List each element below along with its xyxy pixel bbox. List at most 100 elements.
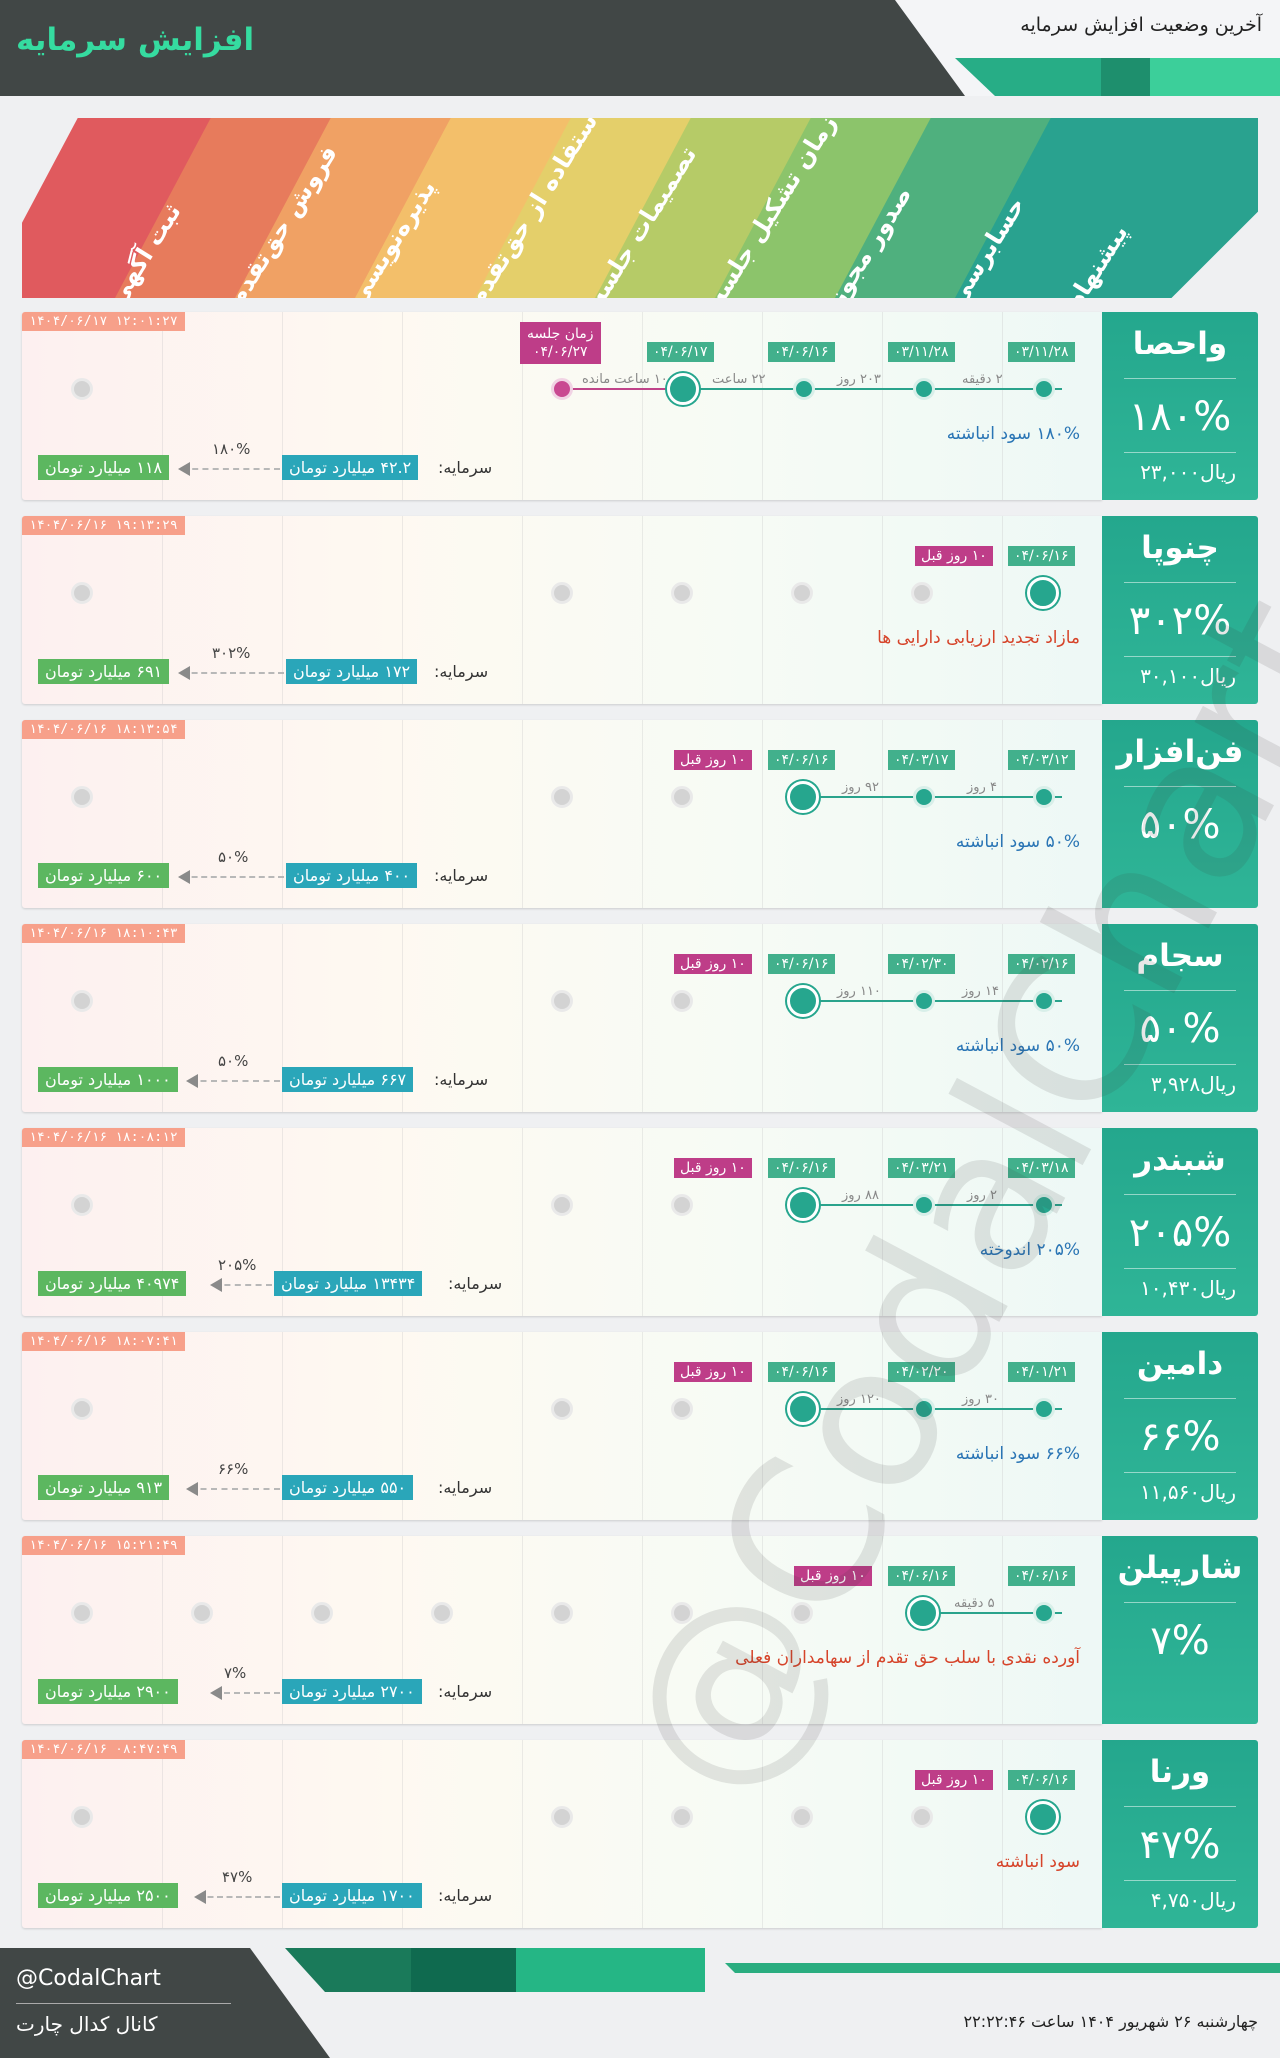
date-tag: ۰۴/۰۶/۱۶ xyxy=(768,342,835,362)
symbol-name: شارپیلن xyxy=(1117,1550,1243,1586)
table-row[interactable]: ۱۴۰۴/۰۶/۱۶ ۰۸:۴۷:۴۹ ۱۰ روز قبل ۰۴/۰۶/۱۶ … xyxy=(22,1740,1258,1928)
stage-dot xyxy=(71,990,93,1012)
symbol-name: ورنا xyxy=(1149,1754,1211,1790)
table-row[interactable]: ۱۴۰۴/۰۶/۱۶ ۱۸:۰۸:۱۲ ۱۰ روز قبل ۰۴/۰۶/۱۶ … xyxy=(22,1128,1258,1316)
gap-label: ۹۲ روز xyxy=(842,780,879,795)
row-summary[interactable]: شارپیلن ۷% xyxy=(1102,1536,1258,1724)
date-tag: ۰۴/۰۶/۱۶ xyxy=(888,1566,955,1586)
stage-dot xyxy=(791,1602,813,1624)
capital-arrow xyxy=(210,1278,272,1292)
stages-header: ثبت آگهی فروش حق‌تقدم پذیره‌نویسی استفاد… xyxy=(22,118,1258,298)
date-tag: ۰۴/۰۶/۱۶ xyxy=(768,750,835,770)
stage-dot xyxy=(911,582,933,604)
meeting-node[interactable] xyxy=(551,378,573,400)
capital-percent: ۷% xyxy=(224,1664,247,1682)
timeline-remaining-line xyxy=(562,388,692,390)
meeting-tag: زمان جلسه ۰۴/۰۶/۲۷ xyxy=(520,322,601,364)
timeline-node[interactable] xyxy=(913,1398,935,1420)
capital-label: سرمایه: xyxy=(434,1070,489,1089)
row-summary[interactable]: دامین ۶۶% ریال۱۱,۵۶۰ xyxy=(1102,1332,1258,1520)
footer-channel: کانال کدال چارت xyxy=(16,2012,158,2036)
stage-dot xyxy=(431,1602,453,1624)
stage-dot xyxy=(671,582,693,604)
timestamp-badge: ۱۴۰۴/۰۶/۱۶ ۰۸:۴۷:۴۹ xyxy=(22,1740,185,1759)
footer-thin-stripe xyxy=(725,1963,1280,1973)
table-row[interactable]: ۱۴۰۴/۰۶/۱۷ ۱۲:۰۱:۲۷ زمان جلسه ۰۴/۰۶/۲۷ ۰۴… xyxy=(22,312,1258,500)
gap-label: ۲۰۳ روز xyxy=(837,372,881,387)
row-note: آورده نقدی با سلب حق تقدم از سهامداران ف… xyxy=(735,1648,1080,1668)
row-summary[interactable]: ورنا ۴۷% ریال۴,۷۵۰ xyxy=(1102,1740,1258,1928)
row-note: ۱۸۰% سود انباشته xyxy=(946,424,1080,444)
increase-percent: ۱۸۰% xyxy=(1128,394,1232,440)
gap-label: ۱۱۰ روز xyxy=(837,984,881,999)
gap-label: ۸۸ روز xyxy=(842,1188,879,1203)
timestamp-badge: ۱۴۰۴/۰۶/۱۶ ۱۹:۱۳:۲۹ xyxy=(22,516,185,535)
ago-tag: ۱۰ روز قبل xyxy=(674,1362,752,1382)
footer-handle[interactable]: @CodalChart xyxy=(16,1966,161,1991)
date-tag: ۰۴/۰۳/۱۸ xyxy=(1008,1158,1075,1178)
timeline-node-current[interactable] xyxy=(787,985,819,1017)
timeline-node-current[interactable] xyxy=(787,1393,819,1425)
gap-label: ۲ روز xyxy=(967,1188,997,1203)
capital-arrow xyxy=(186,1074,280,1088)
ago-tag: ۱۰ روز قبل xyxy=(674,954,752,974)
stage-dot xyxy=(71,1806,93,1828)
capital-arrow xyxy=(178,462,280,476)
stage-dot xyxy=(671,1194,693,1216)
table-row[interactable]: ۱۴۰۴/۰۶/۱۶ ۱۸:۱۰:۴۳ ۱۰ روز قبل ۰۴/۰۶/۱۶ … xyxy=(22,924,1258,1112)
timeline-node[interactable] xyxy=(793,378,815,400)
timeline-node[interactable] xyxy=(1033,786,1055,808)
table-row[interactable]: ۱۴۰۴/۰۶/۱۶ ۱۸:۰۷:۴۱ ۱۰ روز قبل ۰۴/۰۶/۱۶ … xyxy=(22,1332,1258,1520)
timeline-node[interactable] xyxy=(1033,1194,1055,1216)
capital-percent: ۵۰% xyxy=(218,848,249,866)
timeline-node-current[interactable] xyxy=(1027,577,1059,609)
capital-old-badge: ۲۷۰۰ میلیارد تومان xyxy=(282,1679,422,1704)
row-summary[interactable]: شبندر ۲۰۵% ریال۱۰,۴۳۰ xyxy=(1102,1128,1258,1316)
row-summary[interactable]: چنوپا ۳۰۲% ریال۳۰,۱۰۰ xyxy=(1102,516,1258,704)
date-tag: ۰۴/۰۶/۱۶ xyxy=(768,1362,835,1382)
capital-arrow xyxy=(210,1686,280,1700)
row-note: ۵۰% سود انباشته xyxy=(955,832,1080,852)
date-tag: ۰۴/۰۶/۱۶ xyxy=(768,954,835,974)
table-row[interactable]: ۱۴۰۴/۰۶/۱۶ ۱۸:۱۳:۵۴ ۱۰ روز قبل ۰۴/۰۶/۱۶ … xyxy=(22,720,1258,908)
gap-label: ۵ دقیقه xyxy=(954,1596,995,1611)
stage-dot xyxy=(671,990,693,1012)
timeline-node[interactable] xyxy=(913,786,935,808)
capital-new-badge: ۱۱۸ میلیارد تومان xyxy=(38,455,170,480)
timeline-node[interactable] xyxy=(913,378,935,400)
stage-dot xyxy=(71,1194,93,1216)
timeline-node[interactable] xyxy=(1033,990,1055,1012)
timeline-line xyxy=(812,1408,1062,1410)
timestamp-badge: ۱۴۰۴/۰۶/۱۶ ۱۸:۰۸:۱۲ xyxy=(22,1128,185,1147)
timeline-node[interactable] xyxy=(913,990,935,1012)
table-row[interactable]: ۱۴۰۴/۰۶/۱۶ ۱۹:۱۳:۲۹ ۱۰ روز قبل ۰۴/۰۶/۱۶ … xyxy=(22,516,1258,704)
timeline-node[interactable] xyxy=(1033,378,1055,400)
row-summary[interactable]: واحصا ۱۸۰% ریال۲۳,۰۰۰ xyxy=(1102,312,1258,500)
price-value: ریال۱۰,۴۳۰ xyxy=(1140,1276,1236,1300)
timeline-node[interactable] xyxy=(913,1194,935,1216)
stage-dot xyxy=(551,1806,573,1828)
capital-new-badge: ۶۰۰ میلیارد تومان xyxy=(38,863,170,888)
timeline-node-current[interactable] xyxy=(1027,1801,1059,1833)
capital-percent: ۳۰۲% xyxy=(212,644,251,662)
row-summary[interactable]: فن‌افزار ۵۰% xyxy=(1102,720,1258,908)
timeline-node-current[interactable] xyxy=(787,1189,819,1221)
row-timeline-area: ۱۴۰۴/۰۶/۱۶ ۱۸:۱۰:۴۳ ۱۰ روز قبل ۰۴/۰۶/۱۶ … xyxy=(22,924,1102,1112)
symbol-name: فن‌افزار xyxy=(1116,734,1244,770)
timeline-node-current[interactable] xyxy=(787,781,819,813)
timeline-node-current[interactable] xyxy=(667,373,699,405)
capital-new-badge: ۶۹۱ میلیارد تومان xyxy=(38,659,170,684)
gap-label: ۱۴ روز xyxy=(962,984,999,999)
row-summary[interactable]: سجام ۵۰% ریال۳,۹۲۸ xyxy=(1102,924,1258,1112)
timestamp-badge: ۱۴۰۴/۰۶/۱۷ ۱۲:۰۱:۲۷ xyxy=(22,312,185,331)
capital-new-badge: ۲۹۰۰ میلیارد تومان xyxy=(38,1679,178,1704)
timeline-node[interactable] xyxy=(1033,1602,1055,1624)
table-row[interactable]: ۱۴۰۴/۰۶/۱۶ ۱۵:۲۱:۴۹ ۱۰ روز قبل ۰۴/۰۶/۱۶ … xyxy=(22,1536,1258,1724)
capital-label: سرمایه: xyxy=(438,458,493,477)
row-timeline-area: ۱۴۰۴/۰۶/۱۶ ۰۸:۴۷:۴۹ ۱۰ روز قبل ۰۴/۰۶/۱۶ … xyxy=(22,1740,1102,1928)
row-note: مازاد تجدید ارزیابی دارایی ها xyxy=(877,628,1080,648)
footer-datetime: چهارشنبه ۲۶ شهریور ۱۴۰۴ ساعت ۲۲:۲۲:۴۶ xyxy=(963,2012,1258,2031)
timeline-node-current[interactable] xyxy=(907,1597,939,1629)
date-tag: ۰۳/۱۱/۲۸ xyxy=(888,342,955,362)
timeline-node[interactable] xyxy=(1033,1398,1055,1420)
